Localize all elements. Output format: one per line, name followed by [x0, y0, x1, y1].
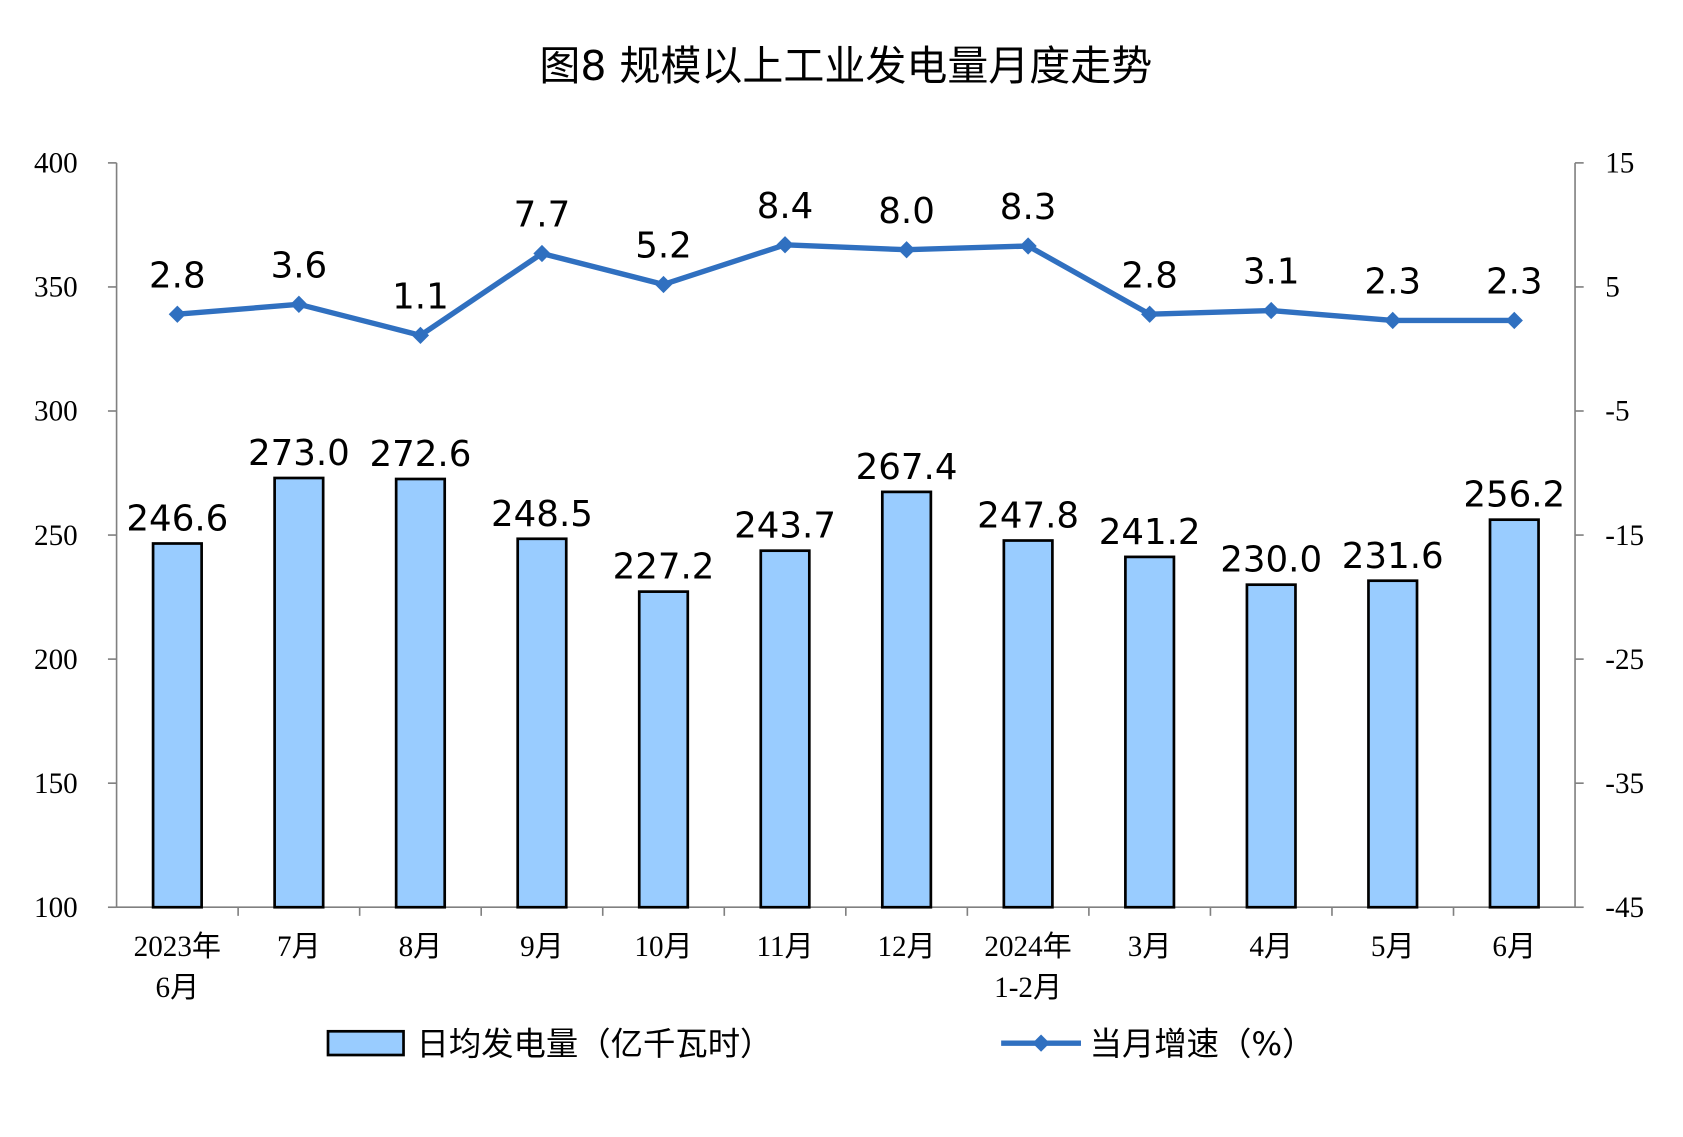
legend-bar-swatch	[326, 1029, 405, 1057]
left-tick-label: 100	[34, 892, 78, 924]
bar-value-label: 248.5	[491, 494, 593, 535]
line-value-label: 3.6	[271, 245, 328, 286]
legend-bar-label: 日均发电量（亿千瓦时）	[416, 1025, 772, 1063]
line-value-label: 3.1	[1243, 252, 1300, 293]
bar-value-label: 246.6	[126, 499, 228, 540]
bar-value-label: 241.2	[1099, 512, 1201, 553]
bar	[394, 477, 447, 909]
growth-marker	[654, 275, 673, 294]
left-tick-label: 350	[34, 272, 78, 304]
line-value-label: 2.3	[1364, 261, 1421, 302]
x-tick-label: 2023年	[134, 930, 221, 963]
left-tick-label: 400	[34, 148, 78, 180]
x-tick-label: 9月	[520, 931, 564, 963]
right-tick-label: -25	[1605, 644, 1644, 676]
growth-marker	[290, 295, 308, 313]
bar-value-label: 230.0	[1220, 540, 1322, 581]
bar-value-label: 247.8	[977, 496, 1079, 537]
bar	[1488, 518, 1540, 909]
bar	[759, 549, 811, 909]
bar-value-label: 272.6	[369, 434, 471, 475]
bar	[273, 476, 325, 909]
growth-marker	[776, 236, 794, 254]
growth-marker	[168, 305, 186, 323]
x-tick-label: 7月	[277, 931, 321, 963]
left-tick-label: 150	[34, 768, 78, 800]
x-tick-label: 6月	[156, 972, 200, 1004]
bar	[1367, 579, 1419, 909]
line-value-label: 8.4	[757, 186, 814, 227]
x-tick-label: 10月	[634, 931, 692, 963]
x-tick-label: 5月	[1371, 931, 1415, 963]
legend-line-label: 当月增速（%）	[1090, 1025, 1315, 1063]
right-tick-label: -35	[1605, 768, 1644, 800]
bar	[516, 537, 568, 909]
x-tick-label: 8月	[399, 931, 443, 963]
bar	[880, 490, 933, 909]
bar	[1245, 583, 1297, 909]
line-value-label: 5.2	[635, 225, 692, 266]
right-tick-label: -5	[1605, 396, 1629, 428]
right-tick-label: -45	[1605, 892, 1644, 924]
line-value-label: 2.8	[1121, 255, 1178, 296]
left-tick-label: 300	[34, 396, 78, 428]
x-tick-label: 11月	[756, 931, 813, 963]
bar-value-label: 227.2	[613, 547, 715, 588]
bar	[151, 542, 203, 909]
right-tick-label: 5	[1605, 272, 1620, 304]
x-tick-label: 3月	[1128, 931, 1172, 963]
line-value-label: 8.3	[1000, 187, 1057, 228]
growth-marker	[533, 244, 551, 263]
growth-line	[177, 242, 1515, 339]
left-tick-label: 200	[34, 644, 78, 676]
line-value-label: 1.1	[392, 276, 449, 317]
growth-marker	[1505, 311, 1523, 330]
x-tick-label: 1-2月	[994, 972, 1062, 1004]
growth-marker	[1019, 237, 1037, 255]
bar	[1124, 555, 1176, 909]
growth-marker	[1384, 311, 1402, 330]
chart-title: 图8 规模以上工业发电量月度走势	[539, 42, 1152, 90]
bar-value-label: 273.0	[248, 433, 350, 474]
growth-marker	[897, 241, 916, 259]
x-tick-label: 12月	[877, 931, 935, 963]
bar-value-label: 256.2	[1463, 475, 1565, 516]
bar-value-label: 231.6	[1342, 536, 1444, 577]
bar	[1002, 539, 1054, 909]
right-tick-label: 15	[1605, 148, 1634, 180]
bar	[637, 590, 690, 909]
x-tick-label: 2024年	[984, 930, 1071, 963]
bar-value-label: 243.7	[734, 506, 836, 547]
legend-line-marker	[1032, 1034, 1050, 1052]
x-tick-label: 4月	[1249, 931, 1293, 963]
growth-marker	[1262, 301, 1280, 320]
left-tick-label: 250	[34, 520, 78, 552]
growth-marker	[411, 326, 430, 344]
bar-value-label: 267.4	[856, 447, 958, 488]
right-tick-label: -15	[1605, 520, 1644, 552]
line-value-label: 8.0	[878, 191, 935, 232]
line-value-label: 7.7	[514, 194, 571, 235]
line-value-label: 2.3	[1486, 261, 1543, 302]
line-value-label: 2.8	[149, 255, 206, 296]
x-tick-label: 6月	[1492, 931, 1536, 963]
